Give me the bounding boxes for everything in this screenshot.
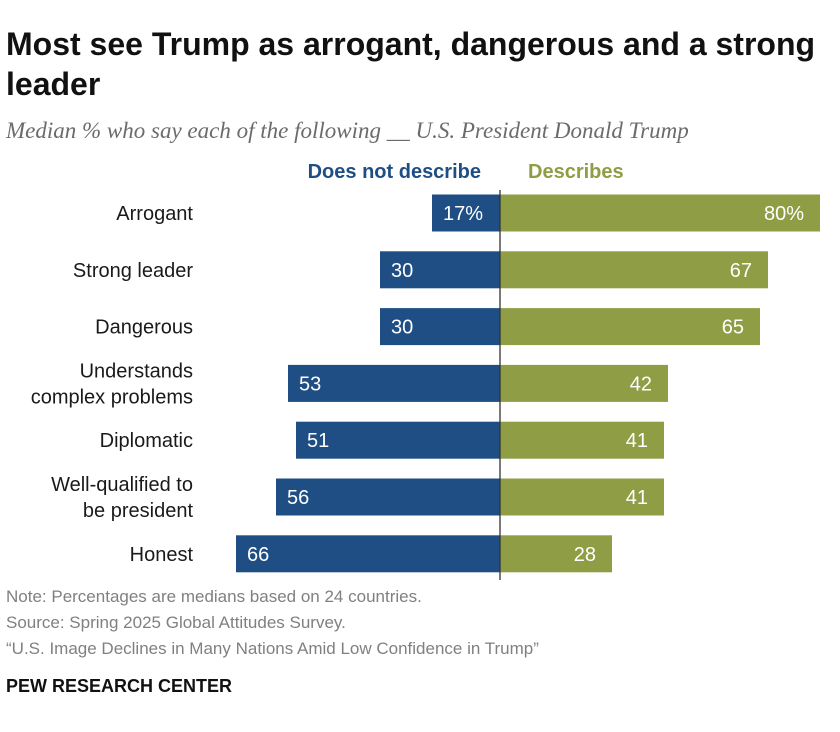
value-label-does-not-describe-arrogant: 17% xyxy=(443,203,483,225)
bar-does-not-describe-well-qualified-to-be-president xyxy=(276,478,500,516)
bar-describes-diplomatic xyxy=(500,421,664,459)
value-label-does-not-describe-diplomatic: 51 xyxy=(307,430,329,452)
category-label-strong-leader: Strong leader xyxy=(73,260,193,282)
bar-does-not-describe-honest xyxy=(236,535,500,573)
bar-does-not-describe-understands-complex-problems xyxy=(288,364,500,402)
value-label-describes-dangerous: 65 xyxy=(722,317,744,339)
bar-describes-understands-complex-problems xyxy=(500,364,668,402)
diverging-bar-chart: Does not describe Describes Arrogant 17% 80%… xyxy=(31,161,820,580)
value-label-describes-honest: 28 xyxy=(574,544,596,566)
category-label-well-qualified-to-be-president-line1: Well-qualified to xyxy=(51,474,193,496)
value-label-does-not-describe-dangerous: 30 xyxy=(391,317,413,339)
report-title-text: “U.S. Image Declines in Many Nations Ami… xyxy=(6,639,539,658)
legend-does-not-describe: Does not describe xyxy=(308,161,481,183)
brand-logo-text: PEW RESEARCH CENTER xyxy=(6,676,233,696)
value-label-does-not-describe-well-qualified-to-be-president: 56 xyxy=(287,487,309,509)
bar-does-not-describe-arrogant xyxy=(432,194,500,232)
bar-does-not-describe-dangerous xyxy=(380,308,500,346)
note-text: Note: Percentages are medians based on 2… xyxy=(6,587,422,606)
bar-describes-well-qualified-to-be-president xyxy=(500,478,664,516)
notes: Note: Percentages are medians based on 2… xyxy=(6,584,539,662)
category-label-arrogant: Arrogant xyxy=(116,203,193,225)
bar-describes-arrogant xyxy=(500,194,820,232)
chart-title: Most see Trump as arrogant, dangerous an… xyxy=(6,26,816,102)
bar-describes-honest xyxy=(500,535,612,573)
bar-describes-strong-leader xyxy=(500,251,768,289)
value-label-describes-arrogant: 80% xyxy=(764,203,804,225)
legend-describes: Describes xyxy=(528,161,624,183)
bar-describes-dangerous xyxy=(500,308,760,346)
value-label-does-not-describe-honest: 66 xyxy=(247,544,269,566)
source-text: Source: Spring 2025 Global Attitudes Sur… xyxy=(6,613,346,632)
value-label-describes-strong-leader: 67 xyxy=(730,260,752,282)
category-label-understands-complex-problems-line2: complex problems xyxy=(31,386,193,408)
value-label-does-not-describe-understands-complex-problems: 53 xyxy=(299,373,321,395)
chart-subtitle: Median % who say each of the following _… xyxy=(6,118,689,143)
bar-does-not-describe-strong-leader xyxy=(380,251,500,289)
category-label-understands-complex-problems-line1: Understands xyxy=(80,360,193,382)
category-label-diplomatic: Diplomatic xyxy=(100,430,193,452)
value-label-describes-understands-complex-problems: 42 xyxy=(630,373,652,395)
value-label-describes-diplomatic: 41 xyxy=(626,430,648,452)
value-label-does-not-describe-strong-leader: 30 xyxy=(391,260,413,282)
bar-does-not-describe-diplomatic xyxy=(296,421,500,459)
value-label-describes-well-qualified-to-be-president: 41 xyxy=(626,487,648,509)
category-label-honest: Honest xyxy=(130,544,194,566)
category-label-dangerous: Dangerous xyxy=(95,317,193,339)
category-label-well-qualified-to-be-president-line2: be president xyxy=(83,500,194,522)
